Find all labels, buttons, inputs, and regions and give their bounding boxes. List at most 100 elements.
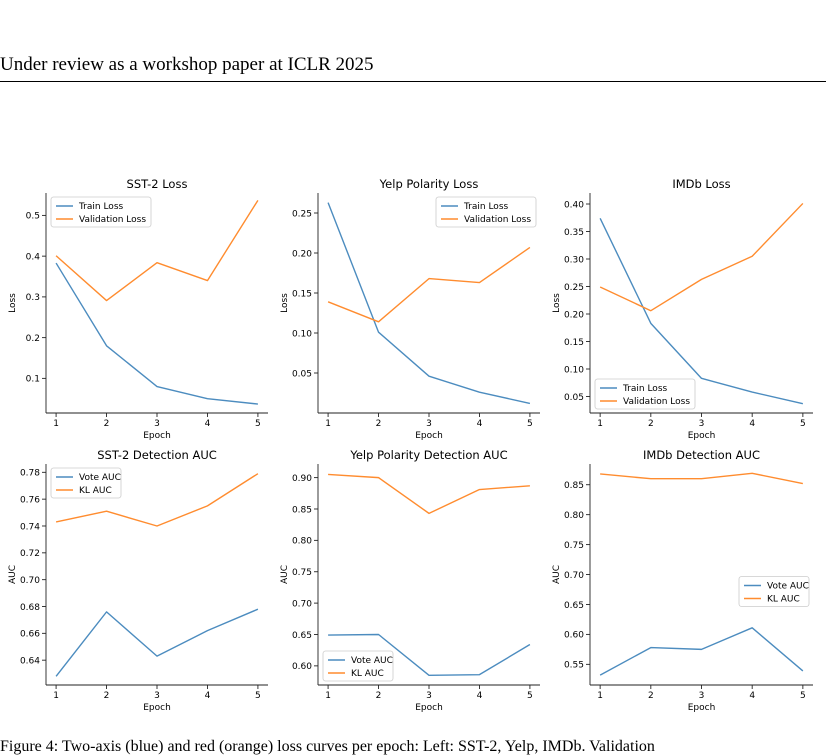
y-tick-label: 0.70: [292, 599, 312, 609]
x-tick-label: 1: [597, 691, 603, 701]
x-tick-label: 5: [527, 419, 533, 429]
series-line-train-loss: [55, 262, 258, 405]
x-axis-label: Epoch: [415, 431, 443, 441]
x-tick-label: 1: [597, 419, 603, 429]
x-tick-label: 4: [205, 419, 211, 429]
legend-box: [435, 196, 537, 228]
y-tick-label: 0.20: [564, 310, 584, 320]
y-tick-label: 0.80: [564, 511, 584, 521]
y-tick-label: 0.76: [20, 495, 40, 505]
x-tick-label: 3: [426, 419, 432, 429]
series-line-train-loss: [599, 217, 804, 405]
y-axis-label: AUC: [280, 565, 290, 584]
y-axis-label: Loss: [8, 293, 18, 313]
y-axis-label: AUC: [8, 565, 18, 584]
chart-title: IMDb Loss: [672, 177, 730, 191]
y-tick-label: 0.74: [20, 522, 40, 532]
y-tick-label: 0.72: [20, 549, 40, 559]
y-tick-label: 0.15: [564, 338, 584, 348]
x-tick-label: 3: [426, 691, 432, 701]
x-tick-label: 3: [699, 691, 705, 701]
y-tick-label: 0.70: [564, 571, 584, 581]
series-line-train-loss: [327, 202, 531, 405]
legend-entry: Train Loss: [78, 202, 124, 212]
series-line-vote-auc: [55, 608, 259, 677]
x-axis-label: Epoch: [688, 431, 716, 441]
legend: Vote AUC KL AUC: [738, 576, 810, 607]
x-tick-label: 4: [749, 419, 755, 429]
chart-title: Yelp Polarity Loss: [379, 177, 479, 191]
x-tick-label: 2: [104, 419, 110, 429]
y-tick-label: 0.68: [20, 603, 40, 613]
x-tick-label: 5: [527, 691, 533, 701]
chart-4: SST-2 Detection AUC 1 2 3 4 5 0.64 0.66 0.68 0.70…: [8, 448, 268, 713]
y-tick-label: 0.75: [564, 541, 584, 551]
series-line-validation-loss: [327, 246, 531, 323]
chart-6: IMDb Detection AUC 1 2 3 4 5 0.55 0.60 0.65 0.70 0…: [552, 448, 813, 713]
page-header: Under review as a workshop paper at ICLR…: [0, 54, 374, 75]
y-tick-label: 0.3: [26, 293, 40, 303]
y-tick-label: 0.20: [292, 249, 312, 259]
legend: Vote AUC KL AUC: [50, 467, 122, 499]
x-axis-label: Epoch: [143, 431, 171, 441]
series-line-kl-auc: [55, 473, 259, 527]
legend-entry: KL AUC: [767, 595, 800, 605]
chart-title: SST-2 Detection AUC: [97, 448, 217, 462]
y-tick-label: 0.64: [20, 656, 40, 666]
x-tick-label: 3: [699, 419, 705, 429]
series-line-validation-loss: [55, 199, 259, 302]
legend-box: [50, 196, 152, 228]
legend-entry: Validation Loss: [79, 215, 146, 225]
y-tick-label: 0.4: [26, 252, 41, 262]
chart-5: Yelp Polarity Detection AUC 1 2 3 4 5 0.60 0.65…: [280, 448, 540, 713]
legend-entry: Train Loss: [463, 202, 509, 212]
y-tick-label: 0.90: [292, 474, 312, 484]
x-tick-label: 1: [325, 419, 331, 429]
header-rule: [0, 81, 826, 82]
y-tick-label: 0.35: [564, 228, 584, 238]
legend-entry: Validation Loss: [623, 397, 690, 407]
x-axis-label: Epoch: [688, 703, 716, 713]
y-tick-label: 0.25: [564, 283, 584, 293]
legend-entry: Vote AUC: [79, 473, 121, 483]
x-tick-label: 2: [104, 691, 110, 701]
chart-3: IMDb Loss 1 2 3 4 5 0.05 0.10 0.15 0.20 0.25 0.30 0.…: [552, 177, 813, 441]
x-tick-label: 5: [255, 419, 261, 429]
y-tick-label: 0.65: [292, 631, 312, 641]
x-tick-label: 3: [154, 419, 160, 429]
y-tick-label: 0.25: [292, 209, 312, 219]
y-tick-label: 0.15: [292, 289, 312, 299]
x-tick-label: 4: [477, 691, 483, 701]
y-tick-label: 0.80: [292, 537, 312, 547]
y-tick-label: 0.85: [564, 481, 584, 491]
x-tick-label: 2: [376, 691, 382, 701]
chart-title: IMDb Detection AUC: [643, 448, 760, 462]
y-tick-label: 0.55: [564, 661, 584, 671]
y-axis-label: Loss: [280, 293, 290, 313]
x-tick-label: 1: [53, 419, 59, 429]
legend-entry: Train Loss: [622, 384, 668, 394]
legend-entry: Vote AUC: [767, 582, 809, 592]
series-line-validation-loss: [599, 202, 804, 312]
y-tick-label: 0.10: [292, 329, 312, 339]
x-tick-label: 5: [800, 691, 806, 701]
series-line-vote-auc: [599, 627, 804, 676]
x-tick-label: 2: [648, 419, 654, 429]
x-tick-label: 1: [53, 691, 59, 701]
legend-entry: Validation Loss: [464, 215, 531, 225]
series-line-kl-auc: [328, 473, 530, 515]
x-tick-label: 4: [477, 419, 483, 429]
y-tick-label: 0.66: [20, 630, 40, 640]
y-tick-label: 0.10: [564, 365, 584, 375]
chart-title: Yelp Polarity Detection AUC: [349, 448, 507, 462]
y-tick-label: 0.60: [564, 631, 584, 641]
y-tick-label: 0.65: [564, 601, 584, 611]
figure-caption: Figure 4: Two-axis (blue) and red (orang…: [0, 738, 655, 755]
chart-2: Yelp Polarity Loss 1 2 3 4 5 0.05 0.10 0.15 0.20 0…: [280, 177, 540, 441]
y-tick-label: 0.2: [26, 334, 40, 344]
legend-entry: KL AUC: [79, 486, 112, 496]
y-tick-label: 0.05: [564, 393, 584, 403]
chart-title: SST-2 Loss: [127, 177, 188, 191]
y-tick-label: 0.05: [292, 369, 312, 379]
